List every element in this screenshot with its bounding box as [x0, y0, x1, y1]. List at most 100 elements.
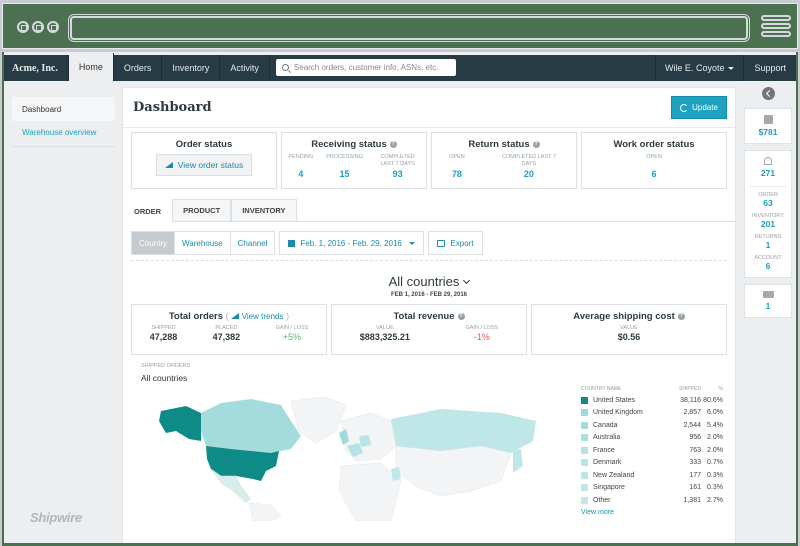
stat-value[interactable]: 15: [339, 169, 350, 179]
stat-value: $0.56: [617, 332, 641, 342]
maximize-window-icon[interactable]: [47, 21, 59, 33]
divider: [749, 186, 787, 187]
user-menu[interactable]: Wile E. Coyote: [654, 55, 745, 81]
shipped-orders-section: SHIPPED ORDERS All countries: [123, 355, 735, 521]
avg-shipping-card: Average shipping cost? VALUE $0.56: [531, 304, 727, 355]
map-caption: SHIPPED ORDERS: [141, 363, 191, 369]
rail-value[interactable]: 63: [763, 198, 773, 208]
export-button[interactable]: Export: [428, 231, 483, 255]
view-more-link[interactable]: View more: [581, 508, 614, 516]
app-window: Acme, Inc. Home Orders Inventory Activit…: [2, 52, 798, 546]
swatch: [581, 446, 588, 454]
stat-label: GAIN / LOSS: [275, 325, 309, 331]
group-by-country[interactable]: Country: [132, 232, 176, 254]
logo-text: Shipwire: [30, 510, 82, 525]
nav-orders[interactable]: Orders: [114, 55, 163, 81]
collapse-arrow-icon[interactable]: [761, 87, 775, 100]
legend-row[interactable]: United Kingdom 2,857 6.0%: [581, 407, 723, 420]
main-header: Dashboard Update: [123, 88, 735, 128]
card-title: Average shipping cost?: [573, 311, 685, 322]
help-icon[interactable]: ?: [457, 312, 465, 320]
card-title: Order status: [175, 139, 233, 150]
rail-value[interactable]: 6: [765, 261, 771, 271]
export-icon: [437, 239, 446, 247]
total-orders-card: Total orders ( View trends ) SHIPPED 47,2…: [131, 304, 327, 355]
notifications-total[interactable]: 271: [760, 168, 776, 178]
nav-activity[interactable]: Activity: [220, 55, 270, 81]
rail-label: ACCOUNT: [754, 255, 782, 261]
stat-label: GAIN / LOSS: [465, 325, 499, 331]
world-map[interactable]: [141, 391, 561, 521]
legend-header: COUNTRY NAME SHIPPED %: [581, 386, 723, 392]
group-by-warehouse[interactable]: Warehouse: [175, 232, 231, 254]
legend-row[interactable]: Canada 2,544 5.4%: [581, 419, 723, 432]
legend-row[interactable]: New Zealand 177 0.3%: [581, 469, 723, 482]
rail-label: ORDER: [758, 192, 778, 198]
stat-label: PLACED: [215, 325, 238, 331]
user-name: Wile E. Coyote: [664, 63, 725, 73]
ticket-icon: [762, 291, 774, 298]
notifications-card: 271 ORDER 63 INVENTORY 201 RETURNS 1 ACC…: [744, 150, 792, 278]
nav-home[interactable]: Home: [68, 53, 114, 81]
group-by-channel[interactable]: Channel: [237, 238, 268, 248]
gain-value: +5%: [282, 332, 302, 342]
stat-value[interactable]: 6: [651, 169, 657, 179]
caret-down-icon: [409, 241, 416, 245]
stat-value[interactable]: 93: [392, 169, 403, 179]
tab-product[interactable]: PRODUCT: [172, 199, 232, 221]
search-input[interactable]: Search orders, customer info, ASNs, etc.: [275, 59, 456, 76]
sidebar-item-dashboard[interactable]: Dashboard: [12, 97, 115, 121]
rail-value[interactable]: 1: [765, 240, 771, 250]
view-order-status-button[interactable]: View order status: [155, 154, 253, 176]
help-icon[interactable]: ?: [389, 140, 397, 148]
billing-card[interactable]: $781: [744, 108, 792, 144]
address-bar[interactable]: [68, 14, 750, 42]
help-icon[interactable]: ?: [532, 140, 540, 148]
receiving-status-card: Receiving status? PENDING 4 PROCESSING 15 …: [281, 132, 427, 189]
region-selector[interactable]: All countries: [123, 274, 735, 289]
stat-label: VALUE: [620, 325, 638, 331]
browser-menu-icon[interactable]: [761, 15, 791, 41]
nav-support[interactable]: Support: [754, 63, 786, 73]
export-label: Export: [450, 238, 474, 248]
help-icon[interactable]: ?: [677, 312, 685, 320]
right-rail: $781 271 ORDER 63 INVENTORY 201 RETURNS …: [742, 82, 794, 542]
stat-value[interactable]: 20: [523, 169, 534, 179]
top-nav: Acme, Inc. Home Orders Inventory Activit…: [4, 53, 796, 81]
shipwire-logo: Shipwire.: [30, 510, 83, 525]
update-button[interactable]: Update: [671, 96, 727, 119]
divider: [131, 260, 727, 261]
rail-value[interactable]: 201: [760, 219, 776, 229]
view-trends-link[interactable]: View trends: [231, 312, 283, 321]
minimize-window-icon[interactable]: [32, 21, 44, 33]
stat-value[interactable]: 78: [451, 169, 462, 179]
tickets-value: 1: [765, 301, 771, 311]
stat-value[interactable]: 4: [298, 169, 304, 179]
legend-row[interactable]: France 763 2.0%: [581, 444, 723, 457]
chevron-down-icon: [463, 276, 471, 285]
tab-inventory[interactable]: INVENTORY: [231, 199, 297, 221]
swatch: [581, 396, 588, 404]
company-name[interactable]: Acme, Inc.: [4, 55, 69, 81]
tickets-card[interactable]: 1: [744, 284, 792, 318]
legend-row[interactable]: Other 1,381 2.7%: [581, 494, 723, 507]
legend-row[interactable]: Denmark 333 0.7%: [581, 457, 723, 470]
swatch: [581, 459, 588, 467]
legend-row[interactable]: Australia 956 2.0%: [581, 432, 723, 445]
card-title: Total orders ( View trends ): [168, 311, 290, 322]
swatch: [581, 421, 588, 429]
nav-inventory[interactable]: Inventory: [162, 55, 221, 81]
card-title: Work order status: [613, 139, 695, 150]
legend-row[interactable]: United States 38,116 80.6%: [581, 394, 723, 407]
loss-value: -1%: [473, 332, 490, 342]
close-window-icon[interactable]: [17, 21, 29, 33]
window-controls: [17, 21, 59, 33]
date-range-picker[interactable]: Feb. 1, 2016 - Feb. 29, 2016: [279, 231, 425, 255]
sidebar-item-warehouse-overview[interactable]: Warehouse overview: [12, 121, 115, 147]
total-revenue-card: Total revenue? VALUE $883,325.21 GAIN / L…: [331, 304, 527, 355]
swatch: [581, 484, 588, 492]
legend-row[interactable]: Singapore 161 0.3%: [581, 482, 723, 495]
return-status-card: Return status? OPEN 78 COMPLETED LAST 7 D…: [431, 132, 577, 189]
signal-bars-icon: [164, 162, 173, 168]
tab-order[interactable]: ORDER: [123, 200, 173, 222]
